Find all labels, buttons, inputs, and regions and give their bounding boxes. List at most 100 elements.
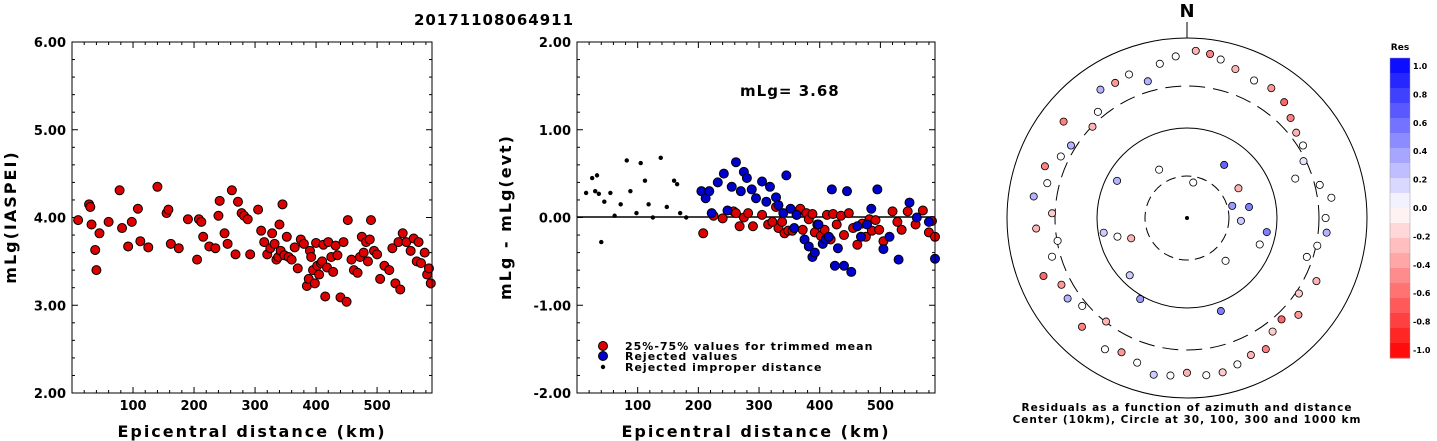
middle-point-improper <box>612 213 617 218</box>
middle-point-improper <box>589 175 595 181</box>
left-point <box>173 243 184 254</box>
polar-station-point <box>1231 65 1240 74</box>
middle-point <box>803 241 814 252</box>
middle-point <box>718 168 729 179</box>
mlg-annotation: mLg= 3.68 <box>740 82 840 100</box>
left-point <box>114 185 125 196</box>
middle-point <box>781 170 792 181</box>
polar-station-point <box>1294 310 1303 319</box>
left-point <box>405 245 416 256</box>
middle-points <box>583 155 940 277</box>
left-point <box>192 254 203 265</box>
left-point <box>242 214 253 225</box>
left-point <box>73 215 84 226</box>
left-point <box>328 266 339 277</box>
left-ytick-label: 6.00 <box>34 36 66 51</box>
left-point <box>165 238 176 249</box>
middle-point-improper <box>646 202 651 207</box>
left-point <box>135 236 146 247</box>
ring-30km <box>1144 175 1230 261</box>
polar-station-point <box>1078 301 1087 310</box>
left-point <box>362 256 373 267</box>
left-xtick-label: 100 <box>119 399 146 414</box>
legend-marker-improper <box>600 364 606 370</box>
left-ytick-label: 3.00 <box>34 299 66 314</box>
left-point <box>90 244 101 255</box>
colorbar-tick-label: -1.0 <box>1413 346 1431 355</box>
polar-station-point <box>1322 228 1331 237</box>
polar-station-point <box>1056 152 1065 161</box>
left-point <box>338 237 349 248</box>
colorbar-cell <box>1390 268 1410 284</box>
middle-point-improper <box>583 190 589 196</box>
left-point <box>413 237 424 248</box>
left-point <box>346 254 357 265</box>
left-point <box>269 238 280 249</box>
left-ytick-label: 2.00 <box>34 387 66 402</box>
polar-station-point <box>1292 128 1301 137</box>
middle-point <box>829 260 840 271</box>
polar-station-point <box>1191 46 1200 55</box>
middle-point <box>852 221 863 232</box>
left-ytick-label: 5.00 <box>34 124 66 139</box>
polar-station-point <box>1125 271 1134 280</box>
left-point <box>117 223 128 234</box>
middle-point-improper <box>642 178 648 183</box>
middle-point <box>778 208 789 219</box>
middle-point <box>747 221 758 232</box>
left-point <box>372 249 383 260</box>
left-point <box>253 204 264 215</box>
polar-station-point <box>1048 252 1057 261</box>
polar-station-point <box>1040 162 1049 171</box>
middle-point-improper <box>674 181 680 187</box>
colorbar-tick-label: -0.4 <box>1413 261 1431 270</box>
middle-point <box>884 231 895 242</box>
polar-station-point <box>1299 157 1308 166</box>
left-point <box>352 267 363 278</box>
colorbar: Res 1.0 0.8 0.6 0.4 0.2 0.0 -0.2 -0.4 -0.6 -0.8 -1… <box>1389 43 1431 359</box>
middle-point <box>741 173 752 184</box>
middle-xtick-label: 200 <box>685 399 712 414</box>
left-xtick-label: 500 <box>364 399 391 414</box>
polar-station-point <box>1053 236 1062 245</box>
colorbar-tick-label: 0.6 <box>1413 119 1428 128</box>
middle-point <box>717 213 728 224</box>
left-point <box>267 228 278 239</box>
middle-point <box>789 223 800 234</box>
middle-point-improper <box>628 188 633 194</box>
middle-point-improper <box>599 239 604 245</box>
polar-station-point <box>1261 345 1270 354</box>
left-point <box>182 214 193 225</box>
polar-station-point <box>1117 348 1126 357</box>
colorbar-tick-label: -0.2 <box>1413 232 1431 241</box>
middle-point <box>764 181 775 192</box>
colorbar-cell <box>1390 343 1410 359</box>
middle-point-improper <box>608 190 613 196</box>
left-point <box>384 265 395 276</box>
colorbar-cell <box>1390 58 1410 74</box>
left-xlabel: Epicentral distance (km) <box>117 422 386 441</box>
polar-station-point <box>1155 165 1164 174</box>
panel-left: 100 200 300 400 500 2.00 3.00 4.00 5.00 6.00 mLg(… <box>1 36 436 441</box>
polar-station-point <box>1155 59 1164 68</box>
middle-point-improper <box>650 215 656 220</box>
middle-xtick-label: 400 <box>806 399 833 414</box>
polar-station-point <box>1057 280 1066 289</box>
legend-label-rejected: Rejected values <box>625 350 738 363</box>
middle-point <box>862 219 873 230</box>
left-point <box>419 247 430 258</box>
left-point <box>85 201 96 212</box>
polar-caption-line1: Residuals as a function of azimuth and d… <box>1022 402 1353 414</box>
left-point <box>425 278 436 289</box>
left-point <box>232 196 243 207</box>
left-point <box>126 216 137 227</box>
middle-point <box>838 260 849 271</box>
middle-point <box>767 216 778 227</box>
left-point <box>314 269 325 280</box>
left-point <box>219 228 230 239</box>
middle-point <box>746 184 757 195</box>
polar-station-point <box>1143 77 1152 86</box>
middle-point-improper <box>638 160 643 166</box>
polar-station-point <box>1048 209 1057 218</box>
polar-station-point <box>1136 295 1145 304</box>
